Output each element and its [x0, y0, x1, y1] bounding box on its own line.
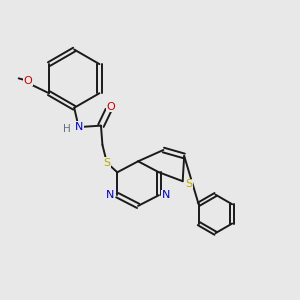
- Text: O: O: [23, 76, 32, 86]
- Text: H: H: [64, 124, 71, 134]
- Text: S: S: [103, 158, 110, 168]
- Text: N: N: [162, 190, 170, 200]
- Text: O: O: [106, 102, 115, 112]
- Text: S: S: [185, 179, 192, 189]
- Text: N: N: [74, 122, 83, 132]
- Text: N: N: [106, 190, 114, 200]
